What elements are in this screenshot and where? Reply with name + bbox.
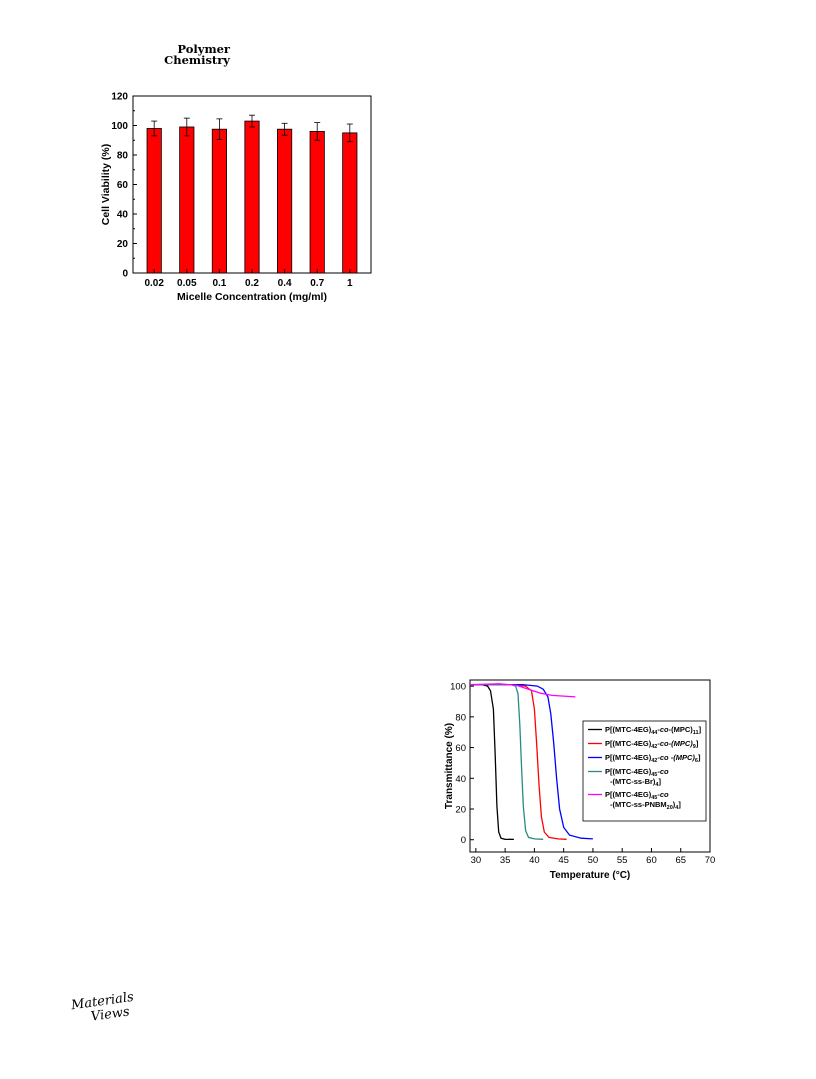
- y-tick-label: 100: [450, 682, 466, 693]
- legend-text-part: P[(MTC-4EG): [605, 739, 652, 748]
- legend-entry-5-line2: -(MTC-ss-PNBM20​)4​]: [610, 800, 681, 811]
- legend-entry-4-line2: -(MTC-ss-Br)4​]: [610, 777, 661, 788]
- x-axis-label: Temperature (°C): [550, 870, 631, 881]
- legend-text-part: (MPC): [671, 725, 693, 734]
- x-tick-label: 0.1: [212, 278, 226, 289]
- series-line-1: [470, 683, 514, 841]
- legend-text-part: -co: [657, 790, 669, 799]
- y-tick-label: 40: [117, 210, 129, 221]
- journal-logo: Polymer Chemistry: [150, 42, 230, 67]
- legend-text-part: -(MTC-ss-PNBM: [610, 800, 667, 809]
- legend-text-part: -(MTC-ss-Br): [610, 777, 656, 786]
- legend-subscript: 11: [693, 730, 699, 736]
- legend-text-part: ]: [696, 739, 699, 748]
- bar: [277, 128, 293, 274]
- x-tick-label: 45: [558, 855, 569, 866]
- legend-entry-4: P[(MTC-4EG)45​-co: [605, 767, 669, 778]
- legend-subscript: 20: [667, 805, 673, 811]
- y-tick-label: 20: [455, 805, 466, 816]
- bar: [309, 131, 325, 274]
- x-tick-label: 70: [705, 855, 716, 866]
- legend-entry-3: P[(MTC-4EG)42​-co -(MPC)6​]: [605, 753, 701, 764]
- bar: [211, 128, 227, 274]
- materials-views-logo: Materials Views: [70, 990, 136, 1027]
- legend-text-part: P[(MTC-4EG): [605, 767, 652, 776]
- legend-text-part: ]: [678, 800, 681, 809]
- y-tick-label: 120: [111, 92, 128, 103]
- x-tick-label: 0.4: [278, 278, 292, 289]
- y-tick-label: 60: [117, 180, 129, 191]
- x-tick-label: 65: [675, 855, 686, 866]
- x-tick-label: 0.2: [245, 278, 259, 289]
- bar: [244, 120, 260, 274]
- y-tick-label: 40: [455, 774, 466, 785]
- legend-text-part: -co: [657, 767, 669, 776]
- legend-subscript: 42: [651, 744, 657, 750]
- legend-text-part: ]: [698, 753, 701, 762]
- legend-text-part: P[(MTC-4EG): [605, 790, 652, 799]
- journal-logo-line2: Chemistry: [164, 53, 230, 67]
- legend-entry-1: P[(MTC-4EG)44​-co-(MPC)11​]: [605, 725, 702, 736]
- x-axis-label: Micelle Concentration (mg/ml): [177, 291, 327, 303]
- series-line-2: [470, 683, 567, 840]
- legend-subscript: 44: [651, 730, 658, 736]
- y-tick-label: 80: [455, 712, 466, 723]
- x-tick-label: 0.02: [144, 278, 164, 289]
- legend-subscript: 4: [655, 782, 659, 788]
- plot-frame: [469, 679, 711, 853]
- bar: [342, 132, 358, 274]
- legend-text-part: ): [673, 800, 676, 809]
- legend-text-part: P[(MTC-4EG): [605, 725, 652, 734]
- series-line-5: [469, 683, 576, 698]
- y-tick-label: 20: [117, 239, 129, 250]
- series-line-4: [470, 683, 544, 840]
- y-tick-label: 60: [455, 743, 466, 754]
- legend-text-part: P[(MTC-4EG): [605, 753, 652, 762]
- legend-text-part: ]: [699, 725, 702, 734]
- x-tick-label: 60: [646, 855, 657, 866]
- legend-subscript: 4: [675, 805, 679, 811]
- legend-text-part: -co -(MPC): [657, 753, 695, 762]
- legend-subscript: 9: [693, 744, 696, 750]
- journal-logo-line1: Polymer: [177, 42, 230, 56]
- x-tick-label: 35: [500, 855, 511, 866]
- legend-text-part: ]: [658, 777, 661, 786]
- legend-text-part: -co-(MPC): [657, 739, 693, 748]
- bar: [146, 128, 162, 274]
- cell-viability-bar-chart: 0 20 40 60 80 100 120 0.02 0.05 0.1 0.2 0.4 0.7 1 Mice…: [100, 92, 372, 303]
- legend-box: [582, 720, 707, 822]
- legend-text-part: -co-: [657, 725, 671, 734]
- y-tick-label: 80: [117, 151, 129, 162]
- x-tick-label: 40: [529, 855, 540, 866]
- transmittance-line-chart: 30 35 40 45 50 55 60 65 70 0 20 40 60 80 100 Temperatur…: [444, 679, 716, 881]
- x-tick-label: 1: [347, 278, 353, 289]
- x-tick-label: 55: [617, 855, 628, 866]
- legend-subscript: 6: [695, 758, 698, 764]
- legend-entry-5: P[(MTC-4EG)45​-co: [605, 790, 669, 801]
- y-tick-label: 0: [461, 835, 466, 846]
- y-axis-label: Cell Viability (%): [100, 144, 112, 226]
- bar: [179, 126, 195, 274]
- y-axis-label: Transmittance (%): [444, 723, 455, 809]
- x-tick-label: 0.7: [310, 278, 324, 289]
- y-tick-label: 100: [111, 121, 128, 132]
- legend-subscript: 42: [651, 758, 657, 764]
- legend-subscript: 45: [651, 795, 657, 801]
- legend-subscript: 45: [651, 772, 657, 778]
- legend-entry-2: P[(MTC-4EG)42​-co-(MPC)9​]: [605, 739, 699, 750]
- x-tick-label: 30: [471, 855, 482, 866]
- x-tick-label: 0.05: [177, 278, 197, 289]
- y-tick-label: 0: [122, 269, 128, 280]
- series-line-3: [470, 683, 593, 840]
- x-tick-label: 50: [588, 855, 599, 866]
